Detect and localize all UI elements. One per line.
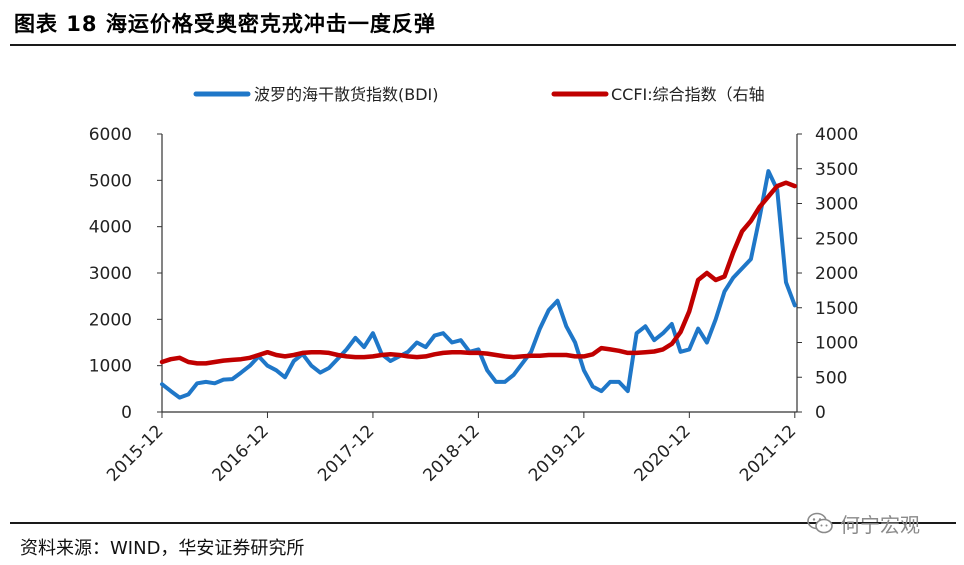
line-chart: 波罗的海干散货指数(BDI) CCFI:综合指数（右轴 0 1000 2000 300… <box>89 85 859 486</box>
x-tick-label: 2019-12 <box>525 421 589 485</box>
source-note: 资料来源：WIND，华安证券研究所 <box>20 538 305 559</box>
watermark: 何宁宏观 <box>806 508 920 538</box>
bdi-series-line <box>160 169 797 400</box>
footer-rule <box>10 522 956 524</box>
right-tick-label: 4000 <box>815 125 858 145</box>
figure-title: 图表 18 海运价格受奥密克戎冲击一度反弹 <box>14 12 436 36</box>
x-tick-label: 2017-12 <box>314 421 378 485</box>
right-tick-label: 2500 <box>815 229 858 249</box>
x-tick-label: 2015-12 <box>103 421 167 485</box>
x-tick-label: 2016-12 <box>209 421 273 485</box>
x-tick-label: 2018-12 <box>420 421 484 485</box>
legend-label-ccfi: CCFI:综合指数（右轴 <box>611 85 765 104</box>
ccfi-series-line <box>159 180 798 366</box>
x-tick-label: 2021-12 <box>736 421 800 485</box>
left-tick-label: 5000 <box>89 171 132 191</box>
wechat-icon <box>807 512 833 534</box>
legend: 波罗的海干散货指数(BDI) CCFI:综合指数（右轴 <box>193 85 765 104</box>
right-tick-label: 2000 <box>815 264 858 284</box>
legend-label-bdi: 波罗的海干散货指数(BDI) <box>254 85 439 104</box>
right-tick-label: 1000 <box>815 334 858 354</box>
right-tick-label: 0 <box>815 403 826 423</box>
right-tick-label: 500 <box>815 368 847 388</box>
x-tick-label: 2020-12 <box>631 421 695 485</box>
left-tick-label: 0 <box>121 403 132 423</box>
axes: 0 1000 2000 3000 4000 5000 6000 0 500 1000 1500 200… <box>89 125 859 486</box>
left-tick-label: 3000 <box>89 264 132 284</box>
right-tick-label: 3500 <box>815 160 858 180</box>
left-tick-label: 1000 <box>89 357 132 377</box>
right-tick-label: 1500 <box>815 299 858 319</box>
left-tick-label: 2000 <box>89 310 132 330</box>
watermark-text: 何宁宏观 <box>840 512 920 537</box>
right-tick-label: 3000 <box>815 195 858 215</box>
title-rule <box>10 44 956 46</box>
left-tick-label: 4000 <box>89 218 132 238</box>
left-tick-label: 6000 <box>89 125 132 145</box>
series-layer <box>159 169 798 400</box>
